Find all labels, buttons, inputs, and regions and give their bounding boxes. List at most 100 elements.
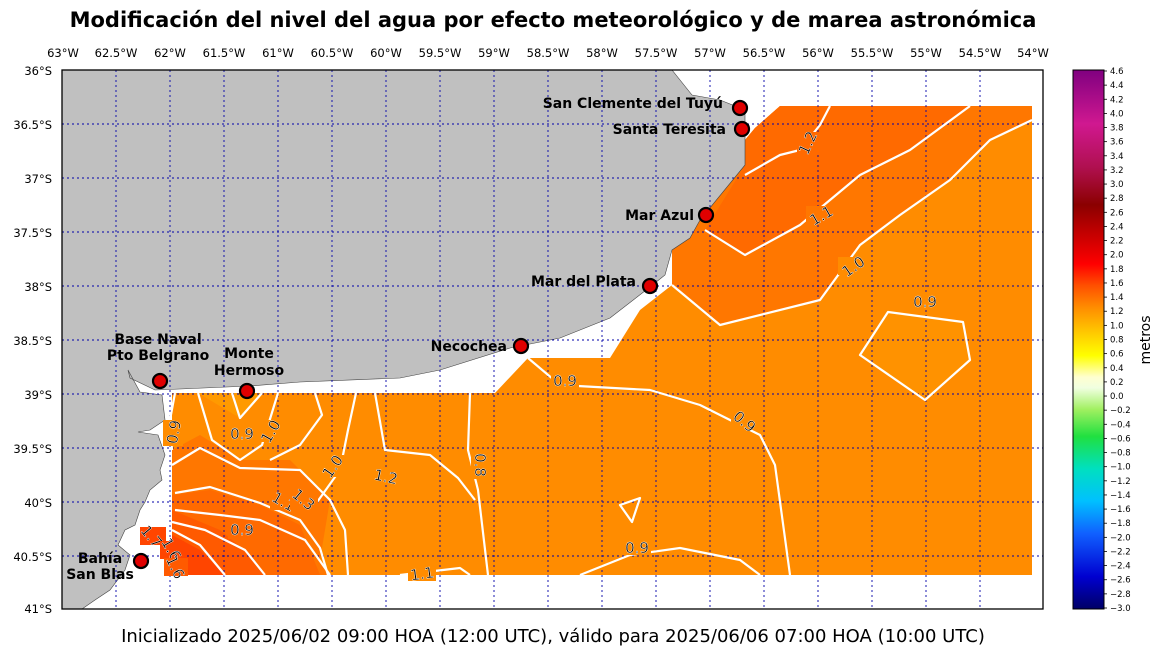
colorbar-tick-label: 3.0 <box>1110 180 1124 190</box>
station-label: Bahía <box>78 551 122 567</box>
station-marker[interactable]: Necochea <box>431 337 530 355</box>
colorbar-tick-label: −2.4 <box>1110 562 1131 572</box>
colorbar-tick-label: −1.4 <box>1110 491 1131 501</box>
lon-tick: 61.5°W <box>203 46 246 60</box>
station-label-line2: Pto Belgrano <box>107 348 210 364</box>
colorbar-tick-label: 4.2 <box>1110 95 1124 105</box>
lon-tick: 62°W <box>154 46 186 60</box>
lon-tick: 54.5°W <box>959 46 1002 60</box>
lat-axis: 36°S 36.5°S 37°S 37.5°S 38°S 38.5°S 39°S… <box>13 64 52 616</box>
colorbar-tick-label: 4.4 <box>1110 81 1124 91</box>
lon-tick: 63°W <box>47 46 79 60</box>
station-label: Monte <box>224 346 274 362</box>
lat-tick: 36°S <box>24 64 52 78</box>
colorbar-tick-label: 1.2 <box>1110 307 1124 317</box>
contour-label: 0.9 <box>625 539 649 557</box>
colorbar-tick-label: 0.2 <box>1110 378 1124 388</box>
colorbar-tick-label: −2.8 <box>1110 590 1131 600</box>
contour-label: 1.2 <box>372 466 399 489</box>
colorbar-tick-label: −0.2 <box>1110 406 1131 416</box>
colorbar-tick-label: 0.0 <box>1110 392 1124 402</box>
colorbar-tick-label: 1.8 <box>1110 265 1124 275</box>
colorbar-tick-label: 1.6 <box>1110 279 1124 289</box>
station-marker[interactable]: Bahía San Blas <box>66 551 150 583</box>
lat-tick: 37°S <box>24 172 52 186</box>
station-marker[interactable]: Mar del Plata <box>531 274 659 295</box>
colorbar: 4.6 4.4 4.2 4.0 3.8 3.6 3.4 3.2 3.0 2.8 2.6 2.4 2.2 2… <box>1072 67 1154 614</box>
lat-tick: 40.5°S <box>13 550 52 564</box>
lat-tick: 39.5°S <box>13 442 52 456</box>
contour-label: 0.9 <box>163 419 185 446</box>
colorbar-tick-label: 3.4 <box>1110 152 1124 162</box>
station-marker[interactable]: Base Naval Pto Belgrano <box>107 332 210 390</box>
lon-tick: 56°W <box>802 46 834 60</box>
contour-label: 0.8 <box>471 453 489 477</box>
colorbar-tick-label: −0.4 <box>1110 420 1131 430</box>
land-mass <box>62 70 746 609</box>
map-area: 1.2 1.1 1.0 0.9 0.9 0.9 0.9 0.8 0.9 1.0 … <box>62 70 1043 609</box>
station-label: San Clemente del Tuyú <box>543 96 723 112</box>
colorbar-label: metros <box>1138 315 1154 364</box>
lon-tick: 56.5°W <box>743 46 786 60</box>
station-marker[interactable]: San Clemente del Tuyú <box>543 96 749 117</box>
lon-tick: 57.5°W <box>635 46 678 60</box>
colorbar-tick-label: 2.2 <box>1110 237 1124 247</box>
colorbar-tick-label: 4.6 <box>1110 67 1124 77</box>
colorbar-tick-label: 0.4 <box>1110 364 1124 374</box>
station-label-line2: Hermoso <box>214 363 285 379</box>
lon-tick: 58.5°W <box>527 46 570 60</box>
station-label: Necochea <box>431 339 507 355</box>
colorbar-tick-label: −1.8 <box>1110 519 1131 529</box>
lon-tick: 59°W <box>478 46 510 60</box>
colorbar-tick-label: −2.6 <box>1110 576 1131 586</box>
colorbar-tick-label: 3.8 <box>1110 124 1124 134</box>
colorbar-tick-label: 0.6 <box>1110 350 1124 360</box>
footer-caption: Inicializado 2025/06/02 09:00 HOA (12:00… <box>121 626 985 647</box>
graticule <box>62 70 1043 609</box>
contour-labels: 1.2 1.1 1.0 0.9 0.9 0.9 0.9 0.8 0.9 1.0 … <box>136 128 939 585</box>
colorbar-tick-label: −2.2 <box>1110 547 1131 557</box>
lat-tick: 38.5°S <box>13 334 52 348</box>
lon-tick: 59.5°W <box>419 46 462 60</box>
map-frame <box>61 69 1044 610</box>
contour-label: 0.9 <box>230 521 254 539</box>
lon-tick: 55.5°W <box>851 46 894 60</box>
colorbar-tick-label: 3.6 <box>1110 138 1124 148</box>
colorbar-tick-label: −3.0 <box>1110 604 1131 614</box>
lat-tick: 40°S <box>24 496 52 510</box>
colorbar-tick-label: −0.8 <box>1110 449 1131 459</box>
colorbar-tick-label: 2.4 <box>1110 222 1124 232</box>
colorbar-ticks: 4.6 4.4 4.2 4.0 3.8 3.6 3.4 3.2 3.0 2.8 2.6 2.4 2.2 2… <box>1104 67 1131 614</box>
station-label: Santa Teresita <box>613 122 726 138</box>
colorbar-tick-label: 4.0 <box>1110 109 1124 119</box>
lon-tick: 61°W <box>262 46 294 60</box>
colorbar-gradient <box>1072 69 1105 610</box>
contour-label: 1.1 <box>409 563 435 584</box>
lon-tick: 55°W <box>910 46 942 60</box>
station-marker[interactable]: Mar Azul <box>625 206 715 224</box>
lon-tick: 57°W <box>694 46 726 60</box>
colorbar-tick-label: 2.0 <box>1110 251 1124 261</box>
lon-tick: 54°W <box>1017 46 1049 60</box>
lon-tick: 62.5°W <box>95 46 138 60</box>
lon-tick: 60°W <box>370 46 402 60</box>
contour-label: 0.9 <box>913 293 937 311</box>
lat-tick: 39°S <box>24 388 52 402</box>
lat-tick: 41°S <box>24 602 52 616</box>
station-label-line2: San Blas <box>66 567 134 583</box>
station-marker[interactable]: Santa Teresita <box>613 120 751 138</box>
contour-label: 0.9 <box>553 372 577 390</box>
station-label: Mar Azul <box>625 208 694 224</box>
colorbar-tick-label: −1.2 <box>1110 477 1131 487</box>
station-marker[interactable]: Monte Hermoso <box>214 346 285 400</box>
colorbar-tick-label: 2.6 <box>1110 208 1124 218</box>
colorbar-tick-label: 0.8 <box>1110 336 1124 346</box>
colorbar-tick-label: −1.6 <box>1110 505 1131 515</box>
station-label: Mar del Plata <box>531 274 636 290</box>
colorbar-tick-label: 1.4 <box>1110 293 1124 303</box>
colorbar-tick-label: 1.0 <box>1110 321 1124 331</box>
lon-axis: 63°W 62.5°W 62°W 61.5°W 61°W 60.5°W 60°W… <box>47 46 1049 60</box>
lon-tick: 58°W <box>586 46 618 60</box>
colorbar-tick-label: −1.0 <box>1110 463 1131 473</box>
